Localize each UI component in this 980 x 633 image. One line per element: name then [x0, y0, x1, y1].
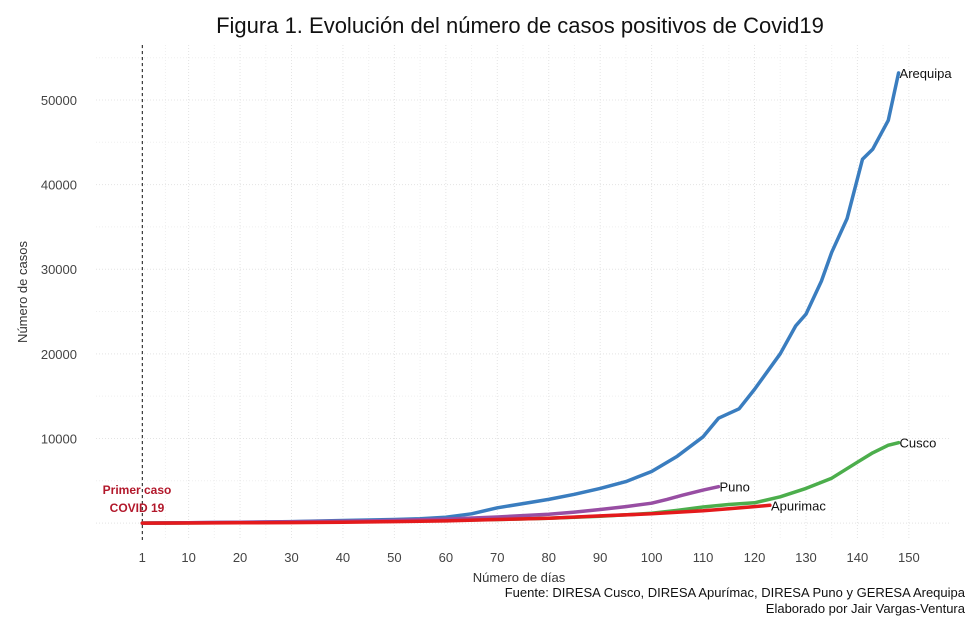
series-lines [140, 71, 901, 525]
x-axis-ticks: 1 10 20 30 40 50 60 70 80 90 100 110 120 130 140 150 [139, 550, 920, 565]
x-tick-label: 1 [139, 550, 146, 565]
x-tick-label: 140 [847, 550, 869, 565]
major-gridlines [96, 45, 950, 540]
series-labels: Arequipa Cusco Puno Apurimac [719, 66, 952, 513]
series-line-apurimac [140, 503, 772, 525]
annotation-line-1: Primer caso [103, 483, 172, 497]
x-tick-label: 20 [233, 550, 247, 565]
x-tick-label: 50 [387, 550, 401, 565]
x-tick-label: 10 [181, 550, 195, 565]
series-line-arequipa [140, 71, 901, 525]
x-tick-label: 120 [744, 550, 766, 565]
series-label-apurimac: Apurimac [771, 498, 826, 513]
x-tick-label: 150 [898, 550, 920, 565]
x-axis-title: Número de días [473, 570, 566, 585]
annotation-line-2: COVID 19 [110, 501, 165, 515]
y-tick-label: 40000 [41, 178, 77, 193]
x-tick-label: 110 [693, 550, 714, 565]
y-tick-label: 10000 [41, 431, 77, 446]
series-label-arequipa: Arequipa [900, 66, 953, 81]
author-caption: Elaborado por Jair Vargas-Ventura [766, 601, 966, 616]
chart-title: Figura 1. Evolución del número de casos … [216, 13, 824, 38]
x-tick-label: 80 [541, 550, 555, 565]
x-tick-label: 100 [641, 550, 663, 565]
y-axis-title: Número de casos [15, 241, 30, 343]
y-tick-label: 30000 [41, 262, 77, 277]
y-axis-ticks: 10000 20000 30000 40000 50000 [41, 93, 77, 446]
x-tick-label: 70 [490, 550, 504, 565]
x-tick-label: 130 [795, 550, 817, 565]
minor-gridlines [96, 45, 950, 540]
x-tick-label: 30 [284, 550, 298, 565]
x-tick-label: 60 [439, 550, 453, 565]
y-tick-label: 20000 [41, 347, 77, 362]
x-tick-label: 90 [593, 550, 607, 565]
y-tick-label: 50000 [41, 93, 77, 108]
x-tick-label: 40 [336, 550, 350, 565]
series-label-puno: Puno [719, 480, 749, 495]
source-caption: Fuente: DIRESA Cusco, DIRESA Apurímac, D… [505, 585, 966, 600]
series-label-cusco: Cusco [900, 436, 937, 451]
